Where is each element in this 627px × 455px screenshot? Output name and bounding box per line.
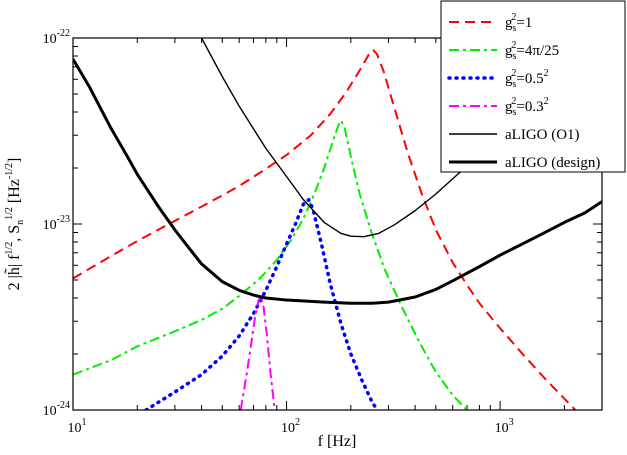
y-tick-label-1-base: 10 [43,218,57,233]
y-axis-label-sub-1: n [15,220,26,225]
y-tick-label-0-exp: -24 [57,400,70,411]
y-tick-label-1: 10-23 [43,214,70,233]
legend-label-sub-3: s [513,107,517,118]
legend-label-sub-2: s [513,79,517,90]
x-tick-label-2-base: 10 [495,421,509,436]
legend-label-4: aLIGO (O1) [505,127,580,143]
x-tick-label-0: 101 [68,417,87,436]
legend-label-base-2: g [505,71,513,87]
y-tick-label-2-exp: -22 [57,28,70,39]
legend-label-rest-0: =1 [516,15,532,31]
x-tick-label-2: 103 [495,417,514,436]
y-tick-label-2-base: 10 [43,32,57,47]
legend-label-rest-1: =4π/25 [516,43,559,59]
legend-label-rest-sup-2: 2 [544,68,549,79]
legend-label-3: gs2=0.32 [505,96,549,118]
y-axis-label-part-4: ] [6,158,23,163]
legend-label-rest-sup-3: 2 [544,96,549,107]
series-line-5 [73,58,602,305]
legend-label-base-4: aLIGO (O1) [505,127,580,143]
legend-label-5: aLIGO (design) [505,155,600,171]
series-line-2 [144,198,379,410]
legend-label-2: gs2=0.52 [505,68,549,90]
y-axis-label-part-3: [Hz [6,179,23,207]
y-axis-label-part-2: , S [6,225,23,242]
y-tick-label-1-exp: -23 [57,214,70,225]
y-tick-label-2: 10-22 [43,28,70,47]
x-tick-label-0-exp: 1 [82,417,87,428]
legend-label-sup-3: 2 [511,96,516,107]
legend-label-sup-2: 2 [511,68,516,79]
legend-label-base-5: aLIGO (design) [505,155,600,171]
legend-label-base-0: g [505,15,513,31]
x-tick-label-2-exp: 3 [509,417,514,428]
legend-label-base-3: g [505,99,513,115]
x-tick-label-1-exp: 2 [295,417,300,428]
x-tick-label-1: 102 [281,417,300,436]
x-axis-label: f [Hz] [318,433,357,450]
x-tick-label-0-base: 10 [68,421,82,436]
x-tick-label-1-base: 10 [281,421,295,436]
y-axis-label-part-1: 2 |h̃| f [4,254,23,290]
legend-label-0: gs2=1 [505,12,532,34]
legend-label-sub-1: s [513,51,517,62]
legend-label-sup-1: 2 [511,40,516,51]
y-axis-label: 2 |h̃| f1/2, Sn1/2 [Hz-1/2] [4,158,26,291]
series-line-0 [73,49,577,410]
y-axis-label-exp-3: -1/2 [4,163,15,179]
legend-label-rest-3: =0.3 [516,99,543,115]
legend-label-sub-0: s [513,23,517,34]
y-axis-label-exp-2: 1/2 [4,207,15,220]
legend-label-sup-0: 2 [511,12,516,23]
y-axis-label-exp-1: 1/2 [4,242,15,255]
legend-box [440,0,626,173]
series-layer [73,38,602,410]
legend-label-base-1: g [505,43,513,59]
plot-frame [72,37,603,411]
y-tick-label-0-base: 10 [43,404,57,419]
y-tick-label-0: 10-24 [43,400,70,419]
legend-label-1: gs2=4π/25 [505,40,559,62]
legend-label-rest-2: =0.5 [516,71,543,87]
series-line-1 [73,119,468,410]
